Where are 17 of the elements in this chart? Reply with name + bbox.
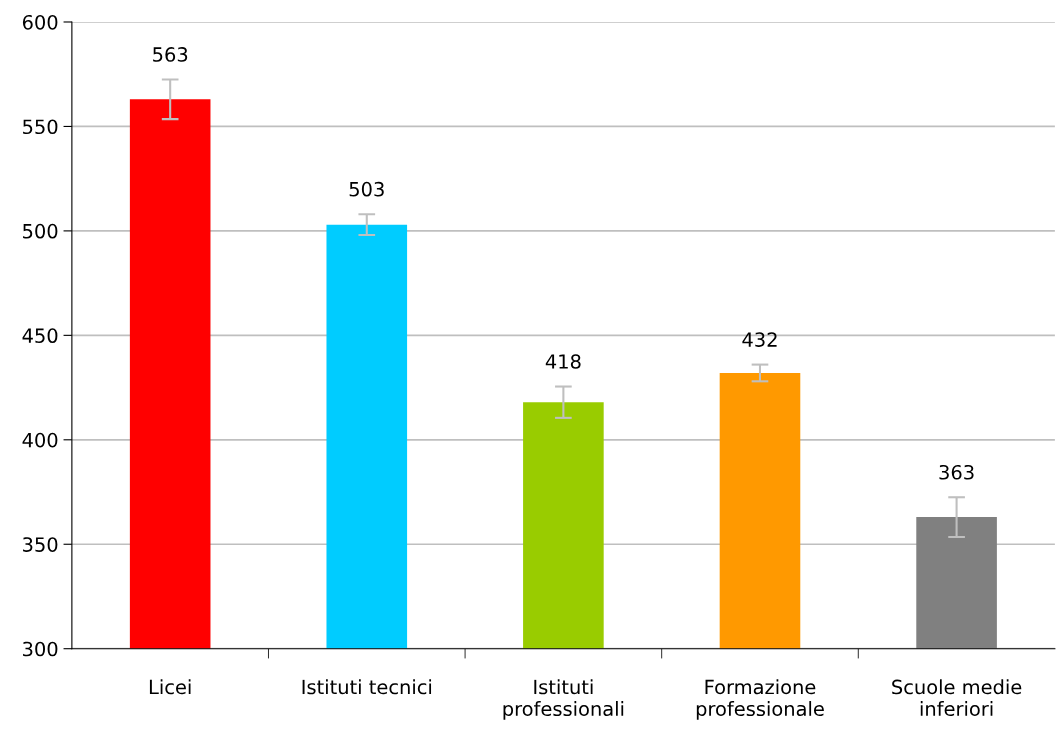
data-label: 503 xyxy=(349,181,384,197)
y-tick-label: 550 xyxy=(23,119,58,135)
x-tick-label: Licei xyxy=(149,679,191,695)
y-tick-label: 500 xyxy=(23,223,58,239)
y-tick-label: 450 xyxy=(22,328,58,344)
data-label: 418 xyxy=(545,354,581,369)
x-tick-label: Istituti tecnici xyxy=(302,679,432,695)
y-tick-label: 300 xyxy=(23,641,58,657)
data-label: 432 xyxy=(742,332,777,347)
data-label: 363 xyxy=(939,464,974,480)
y-tick-label: 400 xyxy=(22,432,58,448)
data-label: 563 xyxy=(153,47,188,62)
y-tick-label: 600 xyxy=(22,14,58,30)
x-tick-label: Istituti professionali xyxy=(503,679,624,720)
x-tick-label: Formazione professionale xyxy=(696,679,824,720)
y-tick-label: 350 xyxy=(23,537,58,552)
x-tick-label: Scuole medie inferiori xyxy=(892,679,1022,717)
